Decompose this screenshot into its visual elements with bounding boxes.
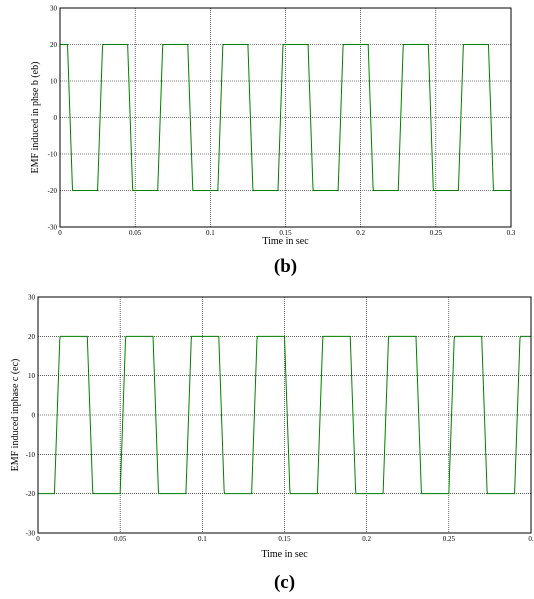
x-tick-label: 0.	[528, 535, 534, 543]
x-tick-label: 0.05	[129, 229, 142, 237]
y-axis-label-b: EMF induced in phse b (eb)	[30, 62, 41, 174]
series-line-c	[38, 335, 531, 495]
x-tick-label: 0	[36, 535, 40, 543]
x-tick-label: 0.1	[206, 229, 215, 237]
series-line-b	[60, 44, 511, 191]
y-tick-label: 10	[50, 78, 58, 86]
y-tick-label: 30	[50, 5, 58, 13]
x-tick-label: 0.05	[114, 535, 127, 543]
y-tick-label: -20	[26, 490, 36, 498]
grid-b	[60, 8, 511, 227]
x-tick-labels-c: 0 0.05 0.1 0.15 0.2 0.25 0.	[36, 535, 534, 543]
y-tick-label: -10	[48, 151, 58, 159]
y-tick-label: 0	[54, 114, 58, 122]
panel-label-b: (b)	[274, 256, 297, 277]
y-tick-label: 20	[28, 333, 36, 341]
x-tick-label: 0.3	[507, 229, 516, 237]
y-tick-label: -20	[48, 187, 58, 195]
y-tick-label: 20	[50, 41, 58, 49]
y-tick-label: -30	[26, 530, 36, 538]
y-tick-label: 30	[28, 294, 36, 302]
x-axis-label-b: Time in sec	[262, 236, 309, 247]
y-tick-label: 0	[32, 412, 36, 420]
y-tick-labels-c: 30 20 10 0 -10 -20 -30	[26, 294, 36, 538]
x-tick-label: 0	[58, 229, 62, 237]
x-tick-label: 0.1	[198, 535, 207, 543]
x-tick-label: 0.25	[443, 535, 456, 543]
x-axis-label-c: Time in sec	[261, 549, 308, 560]
x-tick-label: 0.15	[278, 535, 291, 543]
x-tick-labels-b: 0 0.05 0.1 0.15 0.2 0.25 0.3	[58, 229, 516, 237]
y-axis-label-c: EMF induced inphase c (ec)	[10, 359, 21, 472]
y-tick-label: -10	[26, 451, 36, 459]
grid-c	[38, 297, 531, 533]
y-tick-labels-b: 30 20 10 0 -10 -20 -30	[48, 5, 58, 232]
x-tick-label: 0.25	[430, 229, 443, 237]
chart-panel-c: 0 0.05 0.1 0.15 0.2 0.25 0. 30 20 10 0 -10 -20 -30 T…	[10, 294, 534, 594]
panel-label-c: (c)	[274, 572, 295, 593]
plot-frame-c	[37, 296, 532, 534]
y-tick-label: -30	[48, 224, 58, 232]
x-tick-label: 0.2	[362, 535, 371, 543]
y-tick-label: 10	[28, 372, 36, 380]
x-tick-label: 0.15	[279, 229, 292, 237]
chart-panel-b: 0 0.05 0.1 0.15 0.2 0.25 0.3 3020100-10-20-30 …	[30, 5, 516, 278]
plot-frame-b	[59, 7, 512, 228]
x-tick-label: 0.2	[356, 229, 365, 237]
